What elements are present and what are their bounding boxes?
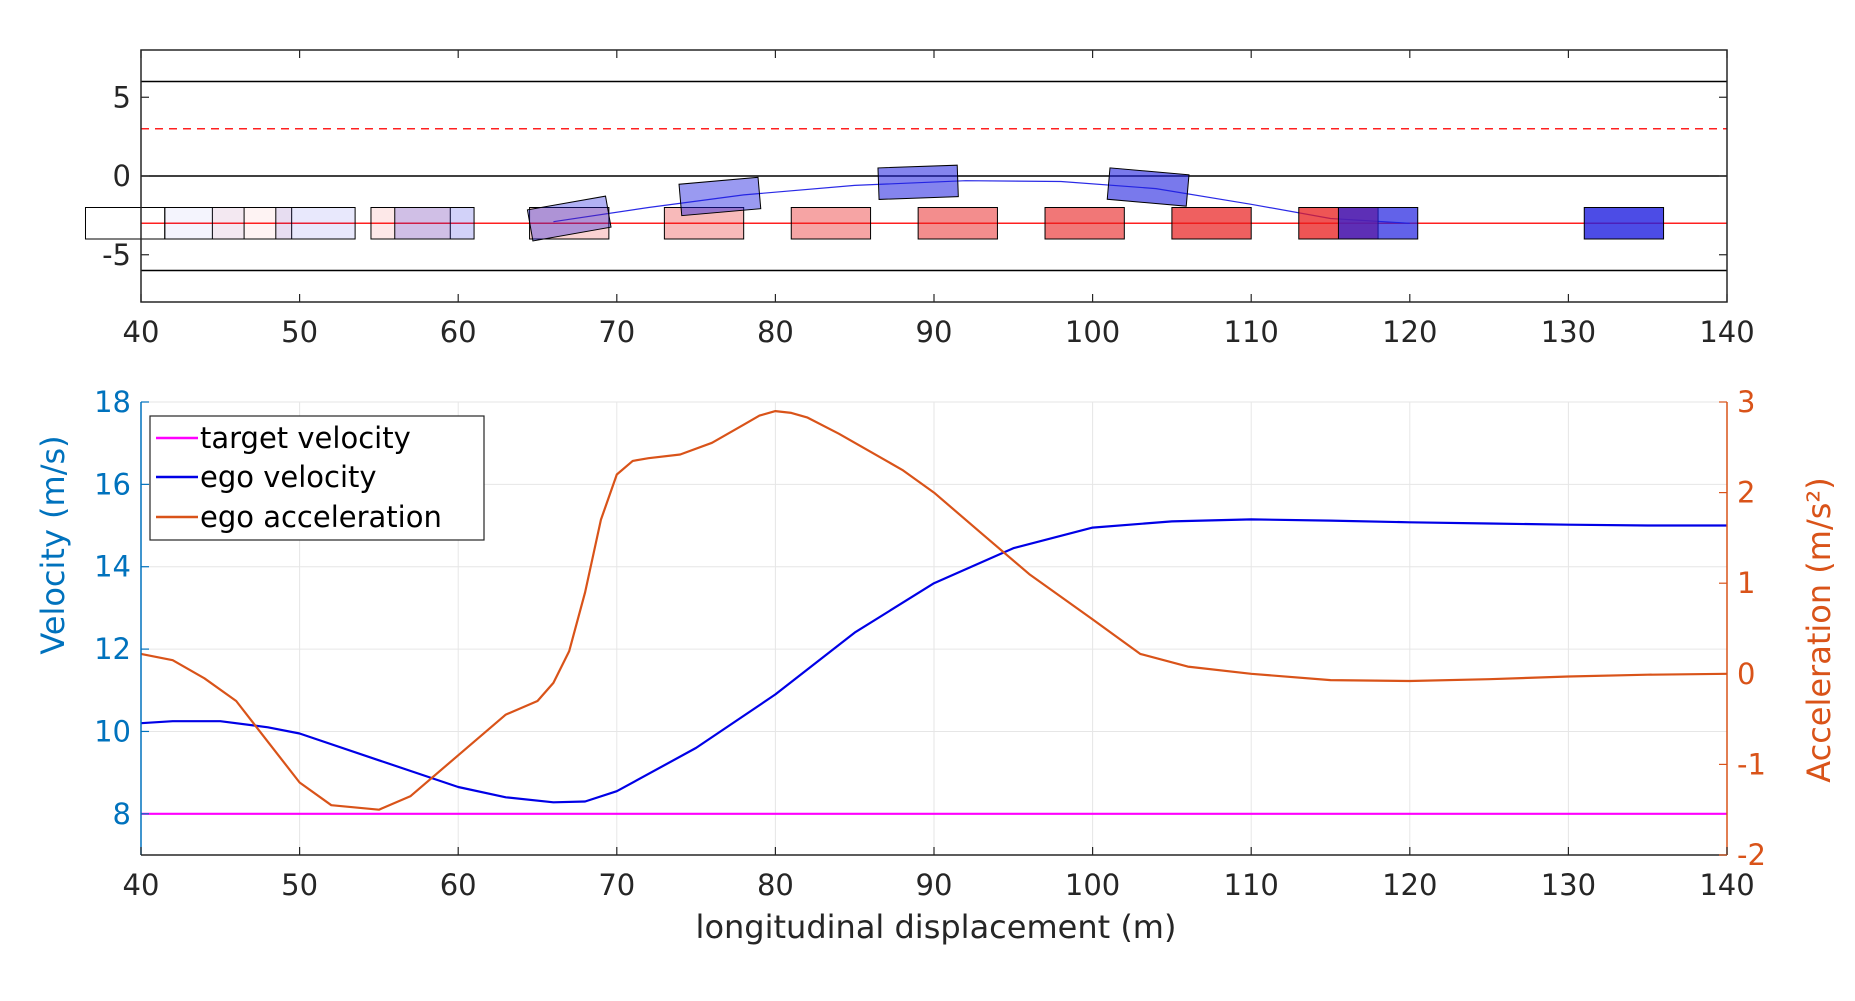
series-line-ego-acceleration <box>140 410 1728 811</box>
series-line-ego-velocity <box>140 518 1727 804</box>
left-y-tick-label: 16 <box>94 467 131 501</box>
top-tick-labels: 40 50 60 70 80 90 100 110 120 130 140 -5 0 5 <box>102 50 1755 349</box>
y-axis-label-left: Velocity (m/s) <box>34 435 72 654</box>
legend-label-target-velocity: target velocity <box>200 421 411 455</box>
ego-vehicle-rect <box>877 164 959 200</box>
left-y-tick-label: 10 <box>94 714 131 748</box>
bottom-x-tick-label: 40 <box>123 868 160 902</box>
lead-vehicle-rect <box>1044 207 1125 240</box>
bottom-series-lines <box>140 410 1728 815</box>
top-scenario-plot: 40 50 60 70 80 90 100 110 120 130 140 -5 0 5 <box>84 49 1755 349</box>
top-x-tick-label: 120 <box>1382 315 1437 349</box>
legend: target velocity ego velocity ego acceler… <box>149 415 485 541</box>
top-x-tick-label: 70 <box>598 315 635 349</box>
bottom-x-tick-label: 70 <box>598 868 635 902</box>
right-y-tick-label: 3 <box>1737 385 1755 419</box>
lead-vehicle-rect <box>790 207 872 240</box>
right-y-tick-label: 0 <box>1737 657 1755 691</box>
lead-vehicle-rect <box>84 207 166 240</box>
lead-vehicle-rect <box>917 207 998 240</box>
bottom-x-tick-label: 90 <box>916 868 953 902</box>
ego-vehicle-rect <box>164 207 245 240</box>
top-x-tick-label: 90 <box>916 315 953 349</box>
legend-box <box>149 415 485 541</box>
bottom-x-tick-label: 100 <box>1065 868 1120 902</box>
top-x-tick-label: 130 <box>1541 315 1596 349</box>
ego-vehicle-rect <box>526 195 612 242</box>
right-y-tick-label: 1 <box>1737 566 1755 600</box>
top-x-tick-label: 110 <box>1224 315 1279 349</box>
lead-vehicle-rect <box>211 207 293 240</box>
bottom-velocity-acceleration-plot: 40 50 60 70 80 90 100 110 120 130 14081012141618-2… <box>34 385 1838 946</box>
top-x-tick-label: 50 <box>281 315 318 349</box>
left-y-tick-label: 12 <box>94 632 131 666</box>
ego-path-line <box>553 180 1410 224</box>
top-y-tick-label: -5 <box>102 238 131 272</box>
lead-vehicle-rect <box>370 207 451 240</box>
lead-vehicle-rect <box>529 207 610 240</box>
bottom-x-tick-label: 130 <box>1541 868 1596 902</box>
bottom-x-tick-label: 60 <box>440 868 477 902</box>
top-x-tick-label: 100 <box>1065 315 1120 349</box>
lead-vehicle-rect <box>1171 207 1252 240</box>
right-y-tick-label: -2 <box>1737 838 1766 872</box>
bottom-x-tick-label: 80 <box>757 868 794 902</box>
ego-vehicle-rect <box>394 207 475 240</box>
top-x-tick-label: 140 <box>1699 315 1754 349</box>
right-y-tick-label: -1 <box>1737 747 1766 781</box>
ego-vehicle-rect <box>1583 207 1665 240</box>
left-y-tick-label: 8 <box>113 797 131 831</box>
top-x-tick-label: 60 <box>440 315 477 349</box>
bottom-x-tick-label: 50 <box>281 868 318 902</box>
ego-vehicle-rect <box>1106 167 1190 207</box>
vehicles-layer <box>84 164 1665 242</box>
left-y-tick-label: 14 <box>94 550 131 584</box>
bottom-x-tick-label: 120 <box>1382 868 1437 902</box>
legend-label-ego-acceleration: ego acceleration <box>200 500 442 534</box>
bottom-x-tick-label: 140 <box>1699 868 1754 902</box>
bottom-x-tick-label: 110 <box>1224 868 1279 902</box>
top-x-tick-label: 80 <box>757 315 794 349</box>
x-axis-label: longitudinal displacement (m) <box>696 908 1177 946</box>
top-y-tick-label: 5 <box>113 80 131 114</box>
ego-vehicle-rect <box>1337 207 1419 240</box>
ego-vehicle-rect <box>678 176 762 217</box>
left-y-tick-label: 18 <box>94 385 131 419</box>
ego-path-layer <box>553 180 1410 224</box>
legend-label-ego-velocity: ego velocity <box>200 460 377 494</box>
bottom-tick-labels: 40 50 60 70 80 90 100 110 120 130 14081012141618-2… <box>94 385 1766 902</box>
lead-vehicle-rect <box>663 207 745 240</box>
right-y-tick-label: 2 <box>1737 476 1755 510</box>
top-y-tick-label: 0 <box>113 159 131 193</box>
top-x-tick-label: 40 <box>123 315 160 349</box>
y-axis-label-right: Acceleration (m/s²) <box>1800 477 1838 782</box>
ego-vehicle-rect <box>275 207 356 240</box>
